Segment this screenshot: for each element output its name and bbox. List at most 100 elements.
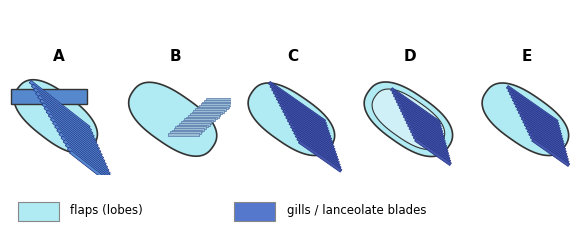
Polygon shape (409, 126, 449, 156)
Title: A: A (53, 49, 64, 64)
Polygon shape (276, 97, 330, 136)
Polygon shape (57, 128, 108, 169)
Polygon shape (287, 119, 336, 154)
Polygon shape (50, 117, 104, 160)
Polygon shape (524, 123, 566, 154)
Polygon shape (204, 100, 235, 103)
Polygon shape (271, 88, 328, 128)
Polygon shape (172, 130, 202, 132)
Polygon shape (395, 97, 442, 131)
Polygon shape (284, 112, 334, 149)
Polygon shape (37, 95, 95, 141)
Polygon shape (415, 138, 452, 166)
Polygon shape (526, 126, 567, 156)
Polygon shape (391, 88, 440, 124)
Polygon shape (292, 128, 339, 162)
Text: gills / lanceolate blades: gills / lanceolate blades (287, 204, 426, 217)
Polygon shape (512, 98, 561, 133)
Polygon shape (36, 91, 94, 138)
Polygon shape (192, 112, 222, 114)
Polygon shape (168, 133, 199, 136)
Polygon shape (396, 100, 443, 133)
Polygon shape (184, 118, 215, 121)
Polygon shape (532, 138, 570, 166)
Polygon shape (410, 130, 449, 158)
Polygon shape (11, 89, 87, 104)
Polygon shape (398, 103, 443, 136)
Polygon shape (59, 132, 109, 172)
Polygon shape (29, 80, 90, 129)
Polygon shape (278, 100, 331, 138)
Polygon shape (510, 92, 559, 128)
Polygon shape (402, 112, 445, 143)
Polygon shape (14, 80, 98, 153)
Polygon shape (70, 151, 116, 188)
Polygon shape (176, 126, 206, 129)
Title: E: E (521, 49, 532, 64)
Polygon shape (174, 128, 204, 131)
Text: flaps (lobes): flaps (lobes) (70, 204, 143, 217)
Polygon shape (406, 121, 448, 151)
Polygon shape (46, 110, 101, 154)
Title: D: D (403, 49, 416, 64)
Polygon shape (170, 131, 201, 134)
Polygon shape (273, 91, 328, 130)
Polygon shape (392, 91, 441, 126)
Polygon shape (129, 82, 217, 156)
Polygon shape (294, 131, 339, 164)
Polygon shape (523, 120, 566, 151)
Polygon shape (289, 122, 337, 157)
Polygon shape (42, 103, 98, 148)
Polygon shape (399, 106, 444, 138)
Polygon shape (530, 135, 569, 164)
Polygon shape (518, 110, 563, 144)
Polygon shape (188, 115, 219, 117)
Polygon shape (63, 140, 112, 178)
Polygon shape (66, 143, 113, 182)
Polygon shape (269, 81, 326, 123)
Polygon shape (206, 99, 236, 101)
Polygon shape (507, 86, 558, 123)
Polygon shape (527, 129, 568, 159)
Polygon shape (199, 105, 229, 108)
Polygon shape (181, 122, 211, 124)
Polygon shape (275, 94, 329, 133)
Polygon shape (190, 113, 221, 116)
Polygon shape (40, 99, 97, 144)
Polygon shape (408, 124, 448, 153)
Polygon shape (61, 136, 111, 175)
FancyBboxPatch shape (18, 202, 58, 220)
Polygon shape (33, 88, 93, 135)
Polygon shape (515, 104, 562, 138)
Polygon shape (285, 115, 335, 151)
Polygon shape (403, 115, 446, 146)
Polygon shape (179, 123, 209, 126)
Title: B: B (170, 49, 181, 64)
Polygon shape (297, 137, 341, 170)
Polygon shape (521, 117, 565, 148)
Polygon shape (372, 89, 445, 149)
Polygon shape (194, 110, 224, 113)
Polygon shape (53, 121, 105, 163)
Polygon shape (195, 108, 226, 111)
Polygon shape (401, 109, 445, 141)
Polygon shape (298, 140, 342, 172)
Polygon shape (364, 82, 453, 157)
Polygon shape (186, 117, 217, 119)
Polygon shape (54, 125, 106, 166)
Polygon shape (248, 83, 335, 155)
Polygon shape (519, 114, 565, 146)
FancyBboxPatch shape (234, 202, 275, 220)
Polygon shape (393, 94, 442, 128)
Polygon shape (183, 120, 214, 122)
Polygon shape (67, 147, 114, 184)
Polygon shape (295, 134, 340, 167)
Polygon shape (201, 103, 231, 106)
Polygon shape (202, 102, 233, 104)
Polygon shape (283, 109, 333, 146)
Polygon shape (514, 101, 562, 136)
Polygon shape (281, 106, 332, 144)
Polygon shape (405, 118, 447, 148)
Polygon shape (31, 84, 91, 132)
Polygon shape (517, 107, 563, 141)
